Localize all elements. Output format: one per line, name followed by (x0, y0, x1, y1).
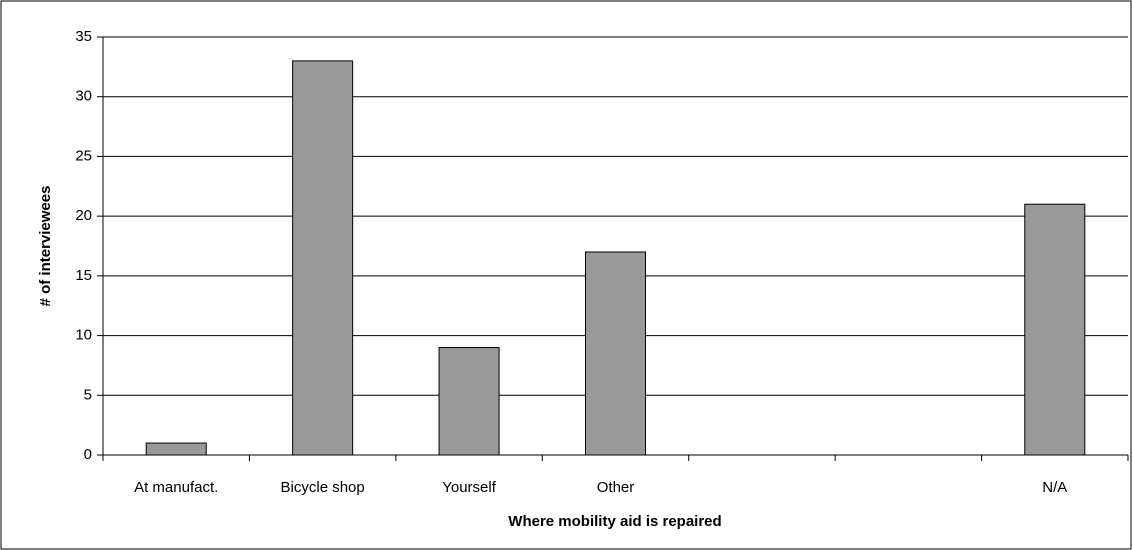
bar (1024, 203, 1086, 456)
y-axis-label: # of interviewees (37, 186, 54, 307)
x-tick-label: At manufact. (134, 479, 218, 496)
y-tick-label: 10 (75, 327, 92, 344)
y-tick-label: 20 (75, 207, 92, 224)
x-tick-label: N/A (1042, 479, 1067, 496)
x-axis-label: Where mobility aid is repaired (508, 513, 721, 530)
y-tick-label: 25 (75, 147, 92, 164)
y-tick-label: 35 (75, 28, 92, 45)
bar (292, 60, 354, 456)
y-tick-label: 0 (84, 446, 92, 463)
x-tick-label: Yourself (442, 479, 496, 496)
bar (145, 442, 207, 456)
y-tick-label: 5 (84, 386, 92, 403)
x-tick-label: Bicycle shop (281, 479, 365, 496)
bar (584, 251, 647, 456)
x-tick-label: Other (597, 479, 635, 496)
bar (438, 347, 500, 456)
y-tick-label: 30 (75, 88, 92, 105)
y-tick-label: 15 (75, 267, 92, 284)
